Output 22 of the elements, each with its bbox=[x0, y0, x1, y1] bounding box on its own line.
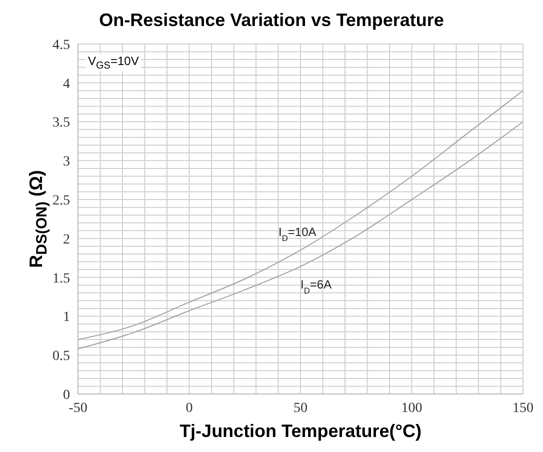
x-tick-label: 0 bbox=[186, 400, 193, 416]
y-tick-label: 4.5 bbox=[52, 38, 70, 53]
y-tick-label: 2 bbox=[63, 232, 70, 248]
y-tick-label: 0.5 bbox=[52, 349, 70, 364]
annotation: V$_{GS}$=10V bbox=[86, 54, 141, 72]
y-tick-label: 1 bbox=[63, 310, 70, 326]
line-series bbox=[78, 121, 523, 350]
series-label: I$_{D}$=6A bbox=[300, 277, 332, 296]
y-tick-label: 3 bbox=[63, 154, 70, 170]
y-tick-label: 1.5 bbox=[52, 271, 70, 286]
y-tick-label: 3.5 bbox=[52, 116, 70, 131]
y-tick-label: 4 bbox=[63, 76, 70, 92]
x-tick-label: -50 bbox=[68, 400, 88, 416]
line-series bbox=[78, 90, 523, 340]
y-tick-label: 0 bbox=[63, 388, 70, 403]
x-axis-title: Tj-Junction Temperature(°C) bbox=[178, 421, 422, 442]
y-tick-label: 2.5 bbox=[52, 194, 70, 209]
x-tick-label: 100 bbox=[401, 400, 422, 416]
chart-title: On-Resistance Variation vs Temperature bbox=[98, 10, 445, 31]
series-label: I$_{D}$=10A bbox=[278, 225, 316, 244]
x-tick-label: 50 bbox=[294, 400, 308, 416]
x-tick-label: 150 bbox=[512, 400, 534, 416]
